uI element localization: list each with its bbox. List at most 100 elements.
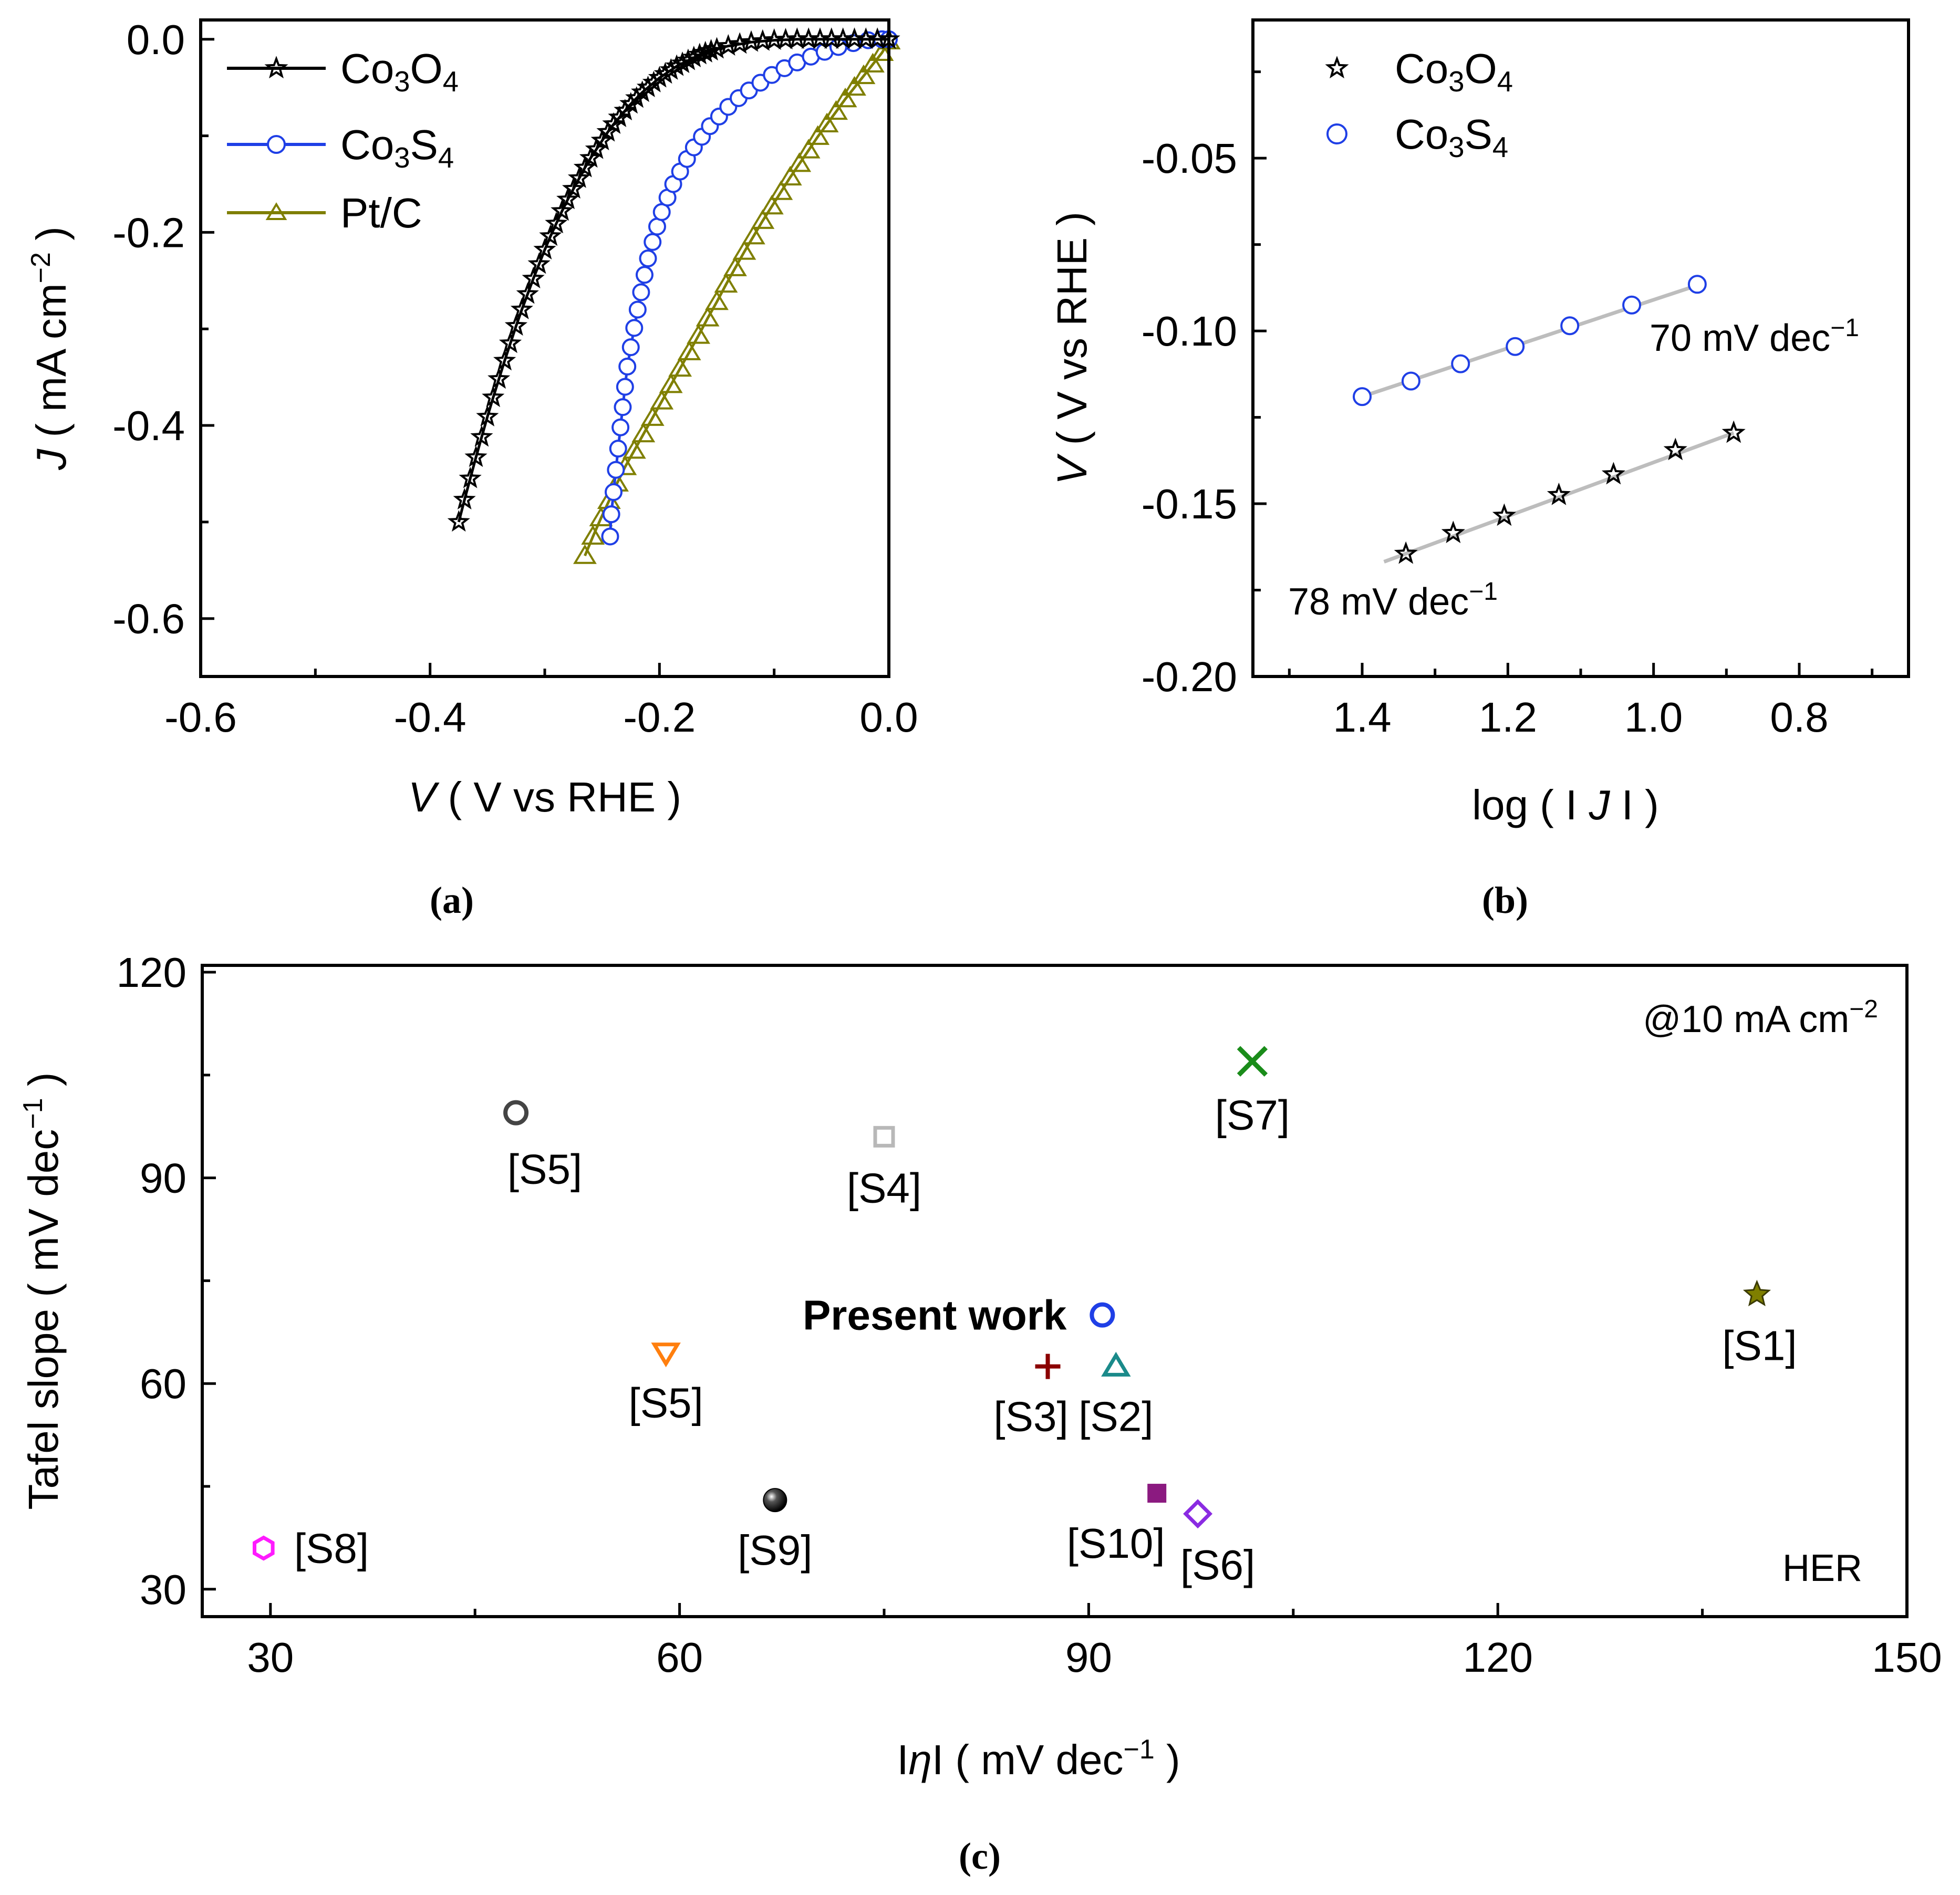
panel-c-point bbox=[503, 1100, 529, 1126]
panel-a-point-Co3O4 bbox=[453, 487, 476, 510]
panel-a-point-Co3O4 bbox=[493, 349, 516, 371]
panel-a-point-Pt/C bbox=[723, 256, 747, 276]
panel-a-legend-label: Co3O4 bbox=[340, 45, 459, 98]
panel-a-point-Pt/C bbox=[714, 273, 738, 293]
panel-c-point-label: [S7] bbox=[1215, 1092, 1290, 1139]
panel-a-point-Pt/C bbox=[852, 64, 876, 85]
panel-b-point-Co3O4 bbox=[1663, 438, 1687, 461]
panel-b-series bbox=[1353, 275, 1746, 564]
panel-a-point-Pt/C bbox=[861, 53, 885, 73]
panel-a-point-Pt/C bbox=[631, 422, 656, 443]
panel-a-point-Pt/C bbox=[751, 209, 775, 229]
panel-c-point bbox=[651, 1342, 681, 1368]
panel-c-point-label: [S6] bbox=[1180, 1542, 1255, 1588]
panel-c-caption: (c) bbox=[959, 1835, 1001, 1877]
panel-a-legend-marker bbox=[265, 202, 287, 220]
panel-c-point-label: [S5] bbox=[507, 1146, 582, 1193]
panel-a-point-Pt/C bbox=[696, 307, 720, 327]
panel-a-point-Co3O4 bbox=[551, 199, 574, 221]
panel-b-point-Co3O4 bbox=[1547, 482, 1571, 505]
panel-c-x-axis-label: IηI ( mV dec−1 ) bbox=[897, 1734, 1180, 1783]
panel-a-legend-marker bbox=[264, 56, 288, 79]
panel-c-point bbox=[1743, 1279, 1771, 1307]
panel-c-point bbox=[873, 1126, 895, 1148]
panel-a-point-Co3O4 bbox=[545, 212, 568, 234]
panel-a-point-Pt/C bbox=[677, 340, 701, 360]
panel-a-point-Co3O4 bbox=[464, 445, 488, 467]
panel-c-point-label: [S8] bbox=[294, 1525, 369, 1571]
panel-a-point-Co3O4 bbox=[539, 224, 562, 246]
panel-b-y-axis-label: V ( V vs RHE ) bbox=[1049, 212, 1095, 485]
panel-b-x-tick-label: 1.4 bbox=[1333, 694, 1391, 741]
panel-c: 30 60 90 120 150 30 60 90 120 [S5] [S4] [S7] Presen… bbox=[18, 949, 1942, 1877]
panel-c-point bbox=[1183, 1499, 1213, 1529]
panel-b-legend: Co3O4 Co3S4 bbox=[1325, 45, 1513, 163]
panel-c-point-label: [S9] bbox=[738, 1527, 812, 1574]
panel-a-point-Pt/C bbox=[833, 87, 857, 108]
panel-c-y-axis-label: Tafel slope ( mV dec−1 ) bbox=[18, 1073, 67, 1510]
panel-c-x-tick-label: 60 bbox=[656, 1634, 703, 1681]
panel-a-point-Co3S4 bbox=[648, 217, 666, 236]
panel-c-point bbox=[1035, 1353, 1061, 1379]
panel-a-point-Co3S4 bbox=[632, 283, 650, 301]
panel-c-point-label: Present work bbox=[803, 1292, 1067, 1339]
panel-a-point-Pt/C bbox=[760, 194, 784, 215]
panel-a-point-Pt/C bbox=[640, 406, 665, 426]
panel-b-x-tick-label: 1.2 bbox=[1479, 694, 1537, 741]
panel-a-point-Co3S4 bbox=[601, 527, 619, 546]
panel-a-tick-labels: -0.6 -0.4 -0.2 0.0 0.0 -0.2 -0.4 -0.6 bbox=[112, 16, 918, 741]
panel-a-point-Co3S4 bbox=[618, 357, 637, 376]
panel-a-y-tick-label: -0.6 bbox=[112, 596, 185, 642]
panel-c-point-label: [S10] bbox=[1067, 1520, 1165, 1567]
panel-a-point-Co3O4 bbox=[459, 466, 482, 488]
panel-a-point-Co3O4 bbox=[527, 252, 551, 274]
panel-c-x-tick-label: 120 bbox=[1463, 1634, 1532, 1681]
panel-c-point bbox=[253, 1535, 275, 1561]
panel-a-caption: (a) bbox=[430, 879, 474, 921]
panel-a-point-Pt/C bbox=[650, 390, 674, 410]
panel-a-point-Co3O4 bbox=[522, 266, 545, 289]
panel-b-point-Co3O4 bbox=[1601, 462, 1625, 485]
panel-b-x-tick-label: 0.8 bbox=[1770, 694, 1828, 741]
panel-b-point-Co3S4 bbox=[1353, 387, 1372, 407]
panel-a-point-Co3O4 bbox=[470, 425, 493, 447]
panel-b-legend-marker bbox=[1325, 56, 1349, 79]
panel-b-point-Co3S4 bbox=[1506, 337, 1525, 356]
panel-a-point-Pt/C bbox=[787, 152, 812, 172]
panel-c-condition-label: @10 mA cm−2 bbox=[1643, 995, 1878, 1040]
panel-a-point-Co3O4 bbox=[579, 146, 602, 168]
panel-a-point-Co3S4 bbox=[644, 233, 662, 251]
panel-a-point-Co3S4 bbox=[605, 483, 623, 501]
panel-a-point-Co3O4 bbox=[488, 367, 511, 389]
panel-a-point-Co3O4 bbox=[510, 297, 533, 319]
panel-b-point-Co3S4 bbox=[1687, 275, 1707, 294]
panel-b-point-Co3S4 bbox=[1451, 354, 1470, 373]
panel-c-x-tick-label: 90 bbox=[1065, 1634, 1112, 1681]
panel-c-x-tick-label: 30 bbox=[247, 1634, 294, 1681]
panel-a-point-Pt/C bbox=[573, 544, 597, 564]
panel-a-point-Co3S4 bbox=[614, 398, 632, 417]
panel-b-legend-label: Co3S4 bbox=[1395, 111, 1508, 163]
panel-a-point-Pt/C bbox=[741, 224, 765, 245]
panel-a-point-Co3O4 bbox=[573, 155, 597, 178]
panel-a-point-Pt/C bbox=[687, 324, 710, 344]
panel-a-point-Co3S4 bbox=[609, 440, 627, 458]
panel-a-point-Co3O4 bbox=[590, 129, 614, 151]
panel-a-x-tick-label: -0.4 bbox=[394, 694, 466, 741]
panel-a-point-Co3O4 bbox=[499, 331, 522, 353]
panel-a-point-Pt/C bbox=[769, 180, 793, 200]
panel-c-point bbox=[1147, 1484, 1167, 1503]
panel-b-point-Co3O4 bbox=[1492, 503, 1516, 526]
panel-c-point-label: [S4] bbox=[847, 1164, 921, 1211]
panel-c-y-tick-label: 120 bbox=[117, 949, 186, 996]
panel-a-point-Co3O4 bbox=[447, 510, 470, 532]
panel-b-y-tick-label: -0.15 bbox=[1142, 481, 1237, 527]
panel-a-legend-label: Co3S4 bbox=[340, 121, 454, 174]
panel-a-point-Pt/C bbox=[668, 357, 692, 377]
panel-c-point bbox=[1101, 1351, 1131, 1377]
panel-c-y-tick-label: 60 bbox=[140, 1360, 186, 1407]
panel-c-point-labels: [S5] [S4] [S7] Present work [S1] [S5] [S3] [S2]… bbox=[294, 1092, 1797, 1588]
panel-b-frame bbox=[1251, 18, 1910, 678]
